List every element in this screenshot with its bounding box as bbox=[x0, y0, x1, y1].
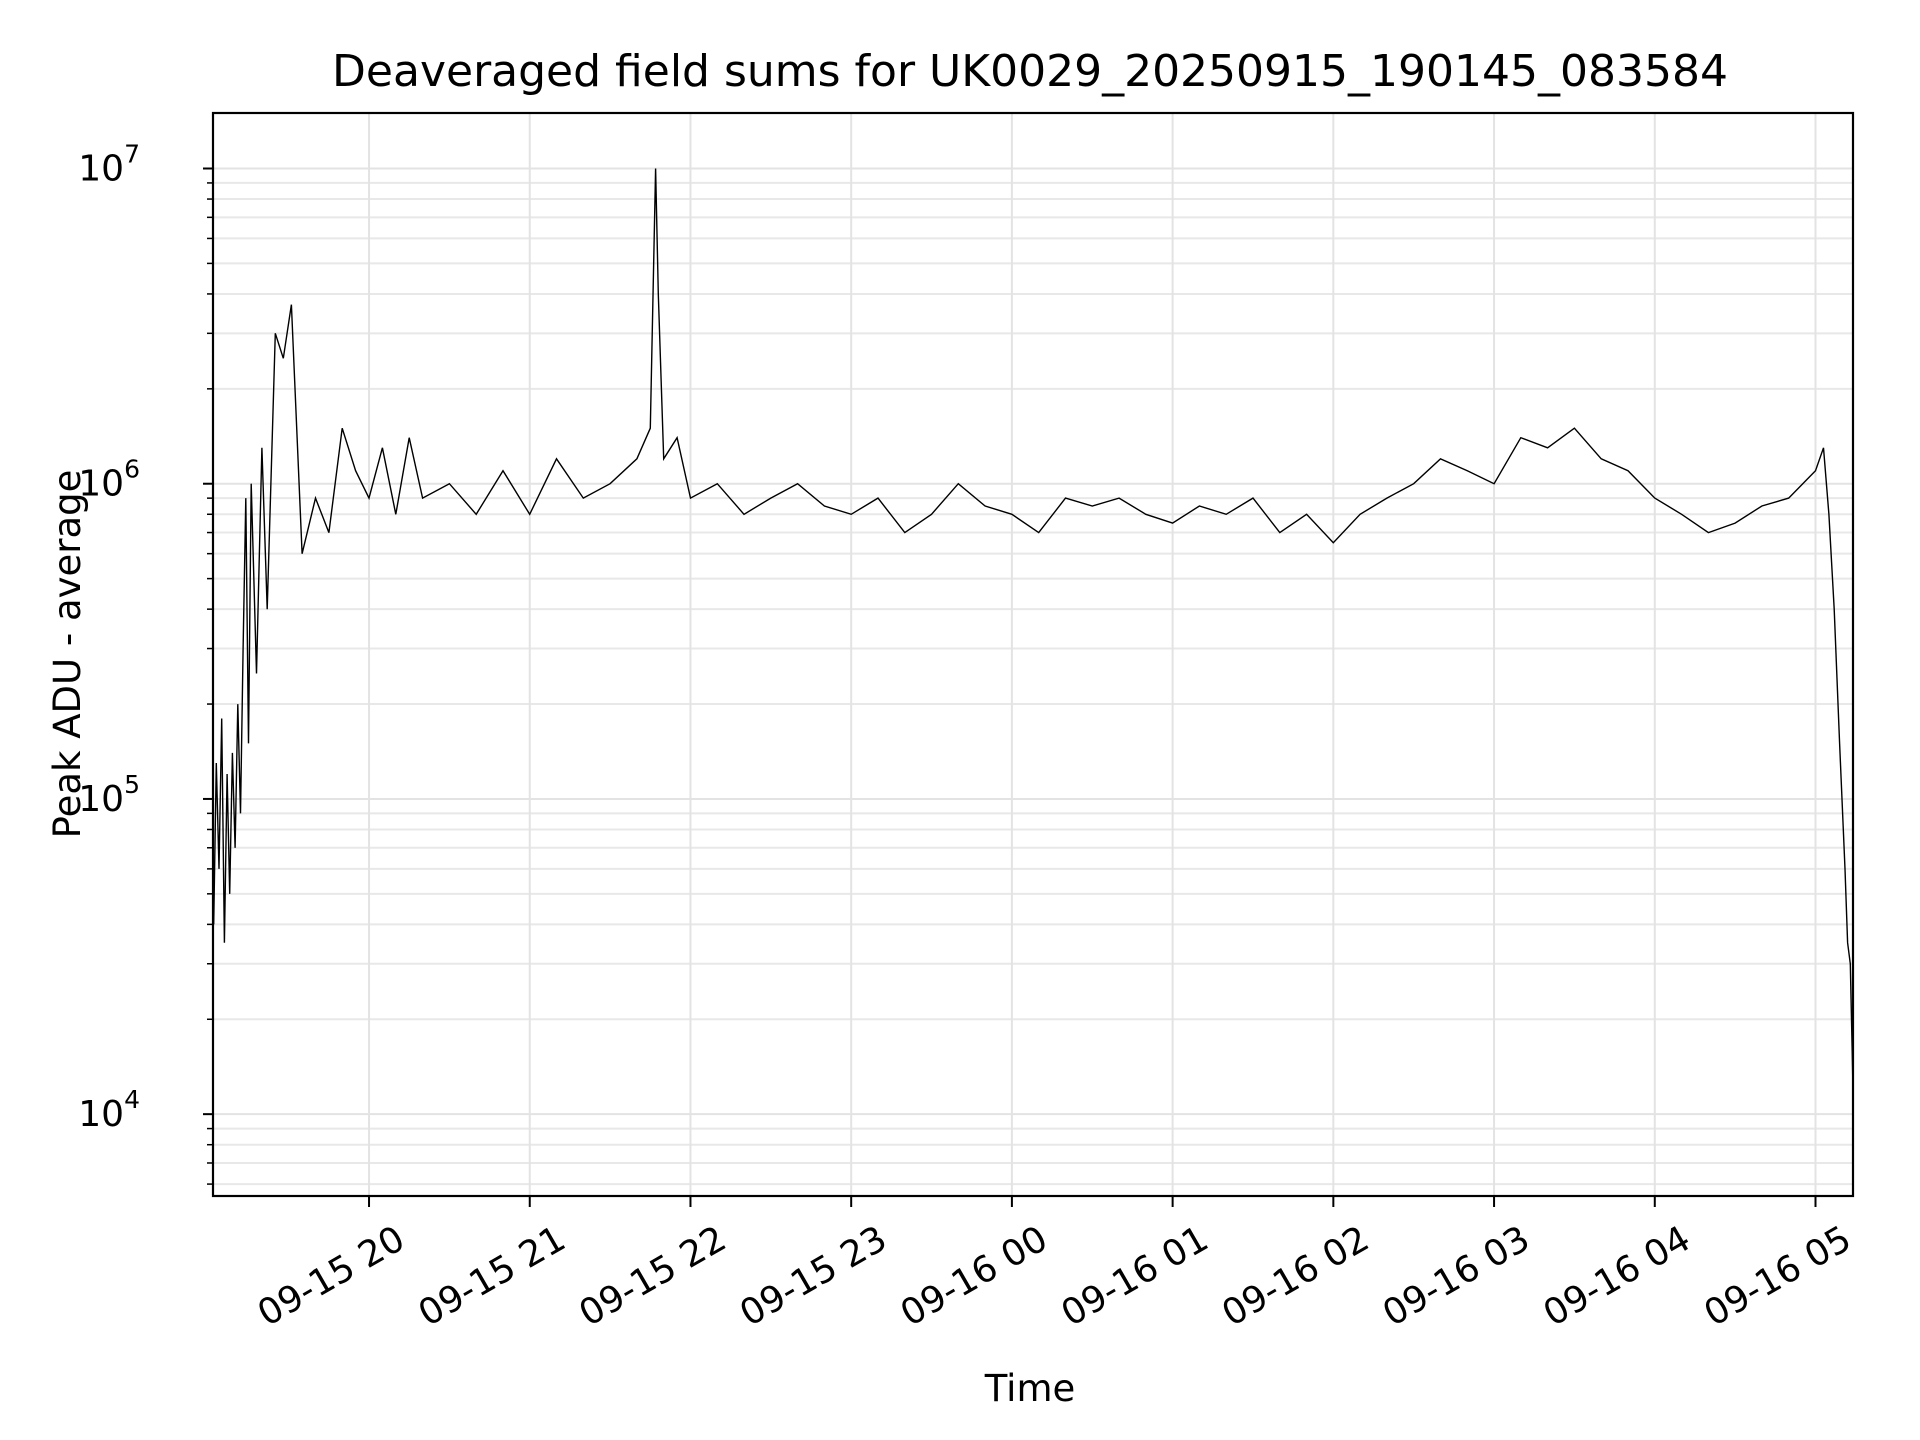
y-tick-label: 105 bbox=[78, 770, 140, 820]
y-tick-label-base: 10 bbox=[78, 149, 124, 190]
y-axis-label: Peak ADU - average bbox=[46, 470, 89, 839]
y-tick-label: 106 bbox=[78, 455, 140, 505]
y-tick-label-base: 10 bbox=[78, 464, 124, 505]
series-line bbox=[213, 168, 1854, 1090]
chart-title: Deaveraged field sums for UK0029_2025091… bbox=[332, 46, 1728, 97]
y-tick-label: 104 bbox=[78, 1085, 140, 1135]
y-tick-label-base: 10 bbox=[78, 1094, 124, 1135]
y-tick-label-exponent: 5 bbox=[124, 770, 140, 799]
y-tick-label-base: 10 bbox=[78, 779, 124, 820]
plot-frame bbox=[211, 111, 1855, 1198]
y-tick-label: 107 bbox=[78, 140, 140, 190]
y-tick-label-exponent: 7 bbox=[124, 140, 140, 169]
y-tick-label-exponent: 6 bbox=[124, 455, 140, 484]
x-axis-label: Time bbox=[984, 1367, 1076, 1410]
y-tick-label-exponent: 4 bbox=[124, 1085, 140, 1114]
x-grid-group bbox=[368, 113, 1817, 1196]
y-grid-group bbox=[213, 167, 1853, 1186]
